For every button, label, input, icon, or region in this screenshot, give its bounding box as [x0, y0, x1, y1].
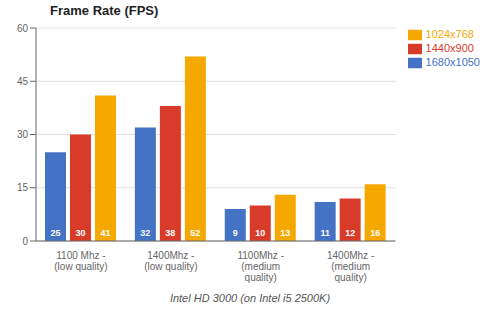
svg-text:38: 38	[165, 228, 175, 238]
svg-text:52: 52	[190, 228, 200, 238]
svg-text:45: 45	[17, 76, 29, 87]
svg-text:15: 15	[17, 182, 29, 193]
svg-text:30: 30	[75, 228, 85, 238]
svg-text:11: 11	[320, 228, 330, 238]
svg-text:0: 0	[22, 236, 28, 247]
svg-text:30: 30	[17, 129, 29, 140]
svg-text:32: 32	[140, 228, 150, 238]
svg-text:1400Mhz -(mediumquality): 1400Mhz -(mediumquality)	[327, 250, 374, 283]
html-text:1680x1050: 1680x1050	[425, 56, 480, 69]
html-text:1024x768: 1024x768	[425, 28, 474, 40]
svg-text:12: 12	[345, 228, 355, 238]
svg-text:10: 10	[255, 228, 265, 238]
html-text:Frame Rate (FPS): Frame Rate (FPS)	[50, 3, 159, 18]
svg-text:41: 41	[100, 228, 110, 238]
svg-text:9: 9	[233, 228, 238, 238]
html-text:Intel HD 3000 (on Intel i5 250: Intel HD 3000 (on Intel i5 2500K)	[169, 292, 331, 304]
html-text:1440x900: 1440x900	[425, 42, 474, 55]
svg-text:13: 13	[280, 228, 290, 238]
svg-text:16: 16	[370, 228, 380, 238]
svg-text:25: 25	[50, 228, 60, 238]
svg-text:1400Mhz -(low quality): 1400Mhz -(low quality)	[144, 250, 197, 272]
svg-text:1100Mhz -(mediumquality): 1100Mhz -(mediumquality)	[237, 250, 284, 283]
svg-text:60: 60	[17, 23, 29, 34]
svg-text:1100 Mhz -(low quality): 1100 Mhz -(low quality)	[54, 250, 107, 272]
